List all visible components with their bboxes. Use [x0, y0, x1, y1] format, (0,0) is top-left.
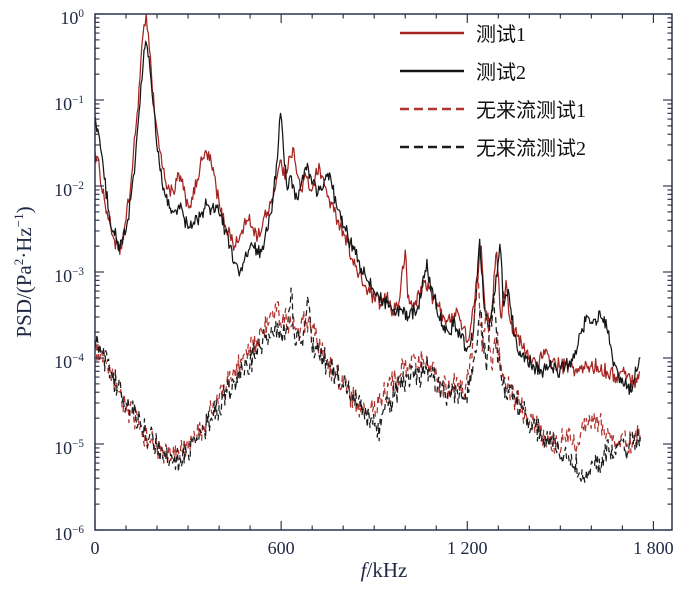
y-tick-label: 10−6 — [54, 524, 84, 544]
y-tick-label: 10−5 — [54, 438, 84, 458]
y-axis-label-sup-2: 2 — [11, 258, 26, 266]
solid-line-sample-icon — [400, 31, 464, 34]
x-axis-label: f/kHz — [361, 558, 408, 583]
x-tick-label: 0 — [90, 538, 100, 558]
x-tick-label: 1 800 — [633, 538, 674, 558]
y-axis-label-text: PSD/(Pa — [12, 265, 36, 338]
legend-label: 测试2 — [476, 62, 526, 84]
y-tick-label: 10−2 — [54, 180, 84, 200]
solid-line-sample-icon — [400, 69, 464, 72]
y-axis-label: PSD/(Pa2·Hz−1) — [11, 206, 37, 337]
y-tick-label: 10−1 — [54, 94, 84, 114]
x-axis-label-unit: /kHz — [366, 558, 408, 582]
dashed-line-sample-icon — [400, 107, 464, 110]
legend-item: 测试1 — [400, 18, 586, 47]
y-axis-label-sup-neg1: −1 — [11, 213, 26, 228]
y-axis-label-close: ) — [12, 206, 36, 214]
legend-label: 无来流测试1 — [476, 100, 586, 122]
x-tick-label: 1 200 — [447, 538, 488, 558]
legend: 测试1 测试2 无来流测试1 无来流测试2 — [400, 18, 586, 161]
x-tick-label: 600 — [267, 538, 295, 558]
y-tick-label: 100 — [60, 8, 84, 28]
legend-item: 无来流测试2 — [400, 132, 586, 161]
y-tick-label: 10−4 — [54, 352, 84, 372]
legend-item: 测试2 — [400, 56, 586, 85]
x-axis-label-symbol: f — [360, 558, 367, 582]
legend-label: 测试1 — [476, 24, 526, 46]
legend-label: 无来流测试2 — [476, 138, 586, 160]
y-axis-label-mid: ·Hz — [12, 227, 36, 259]
dashed-line-sample-icon — [400, 145, 464, 148]
legend-item: 无来流测试1 — [400, 94, 586, 123]
y-tick-label: 10−3 — [54, 266, 84, 286]
